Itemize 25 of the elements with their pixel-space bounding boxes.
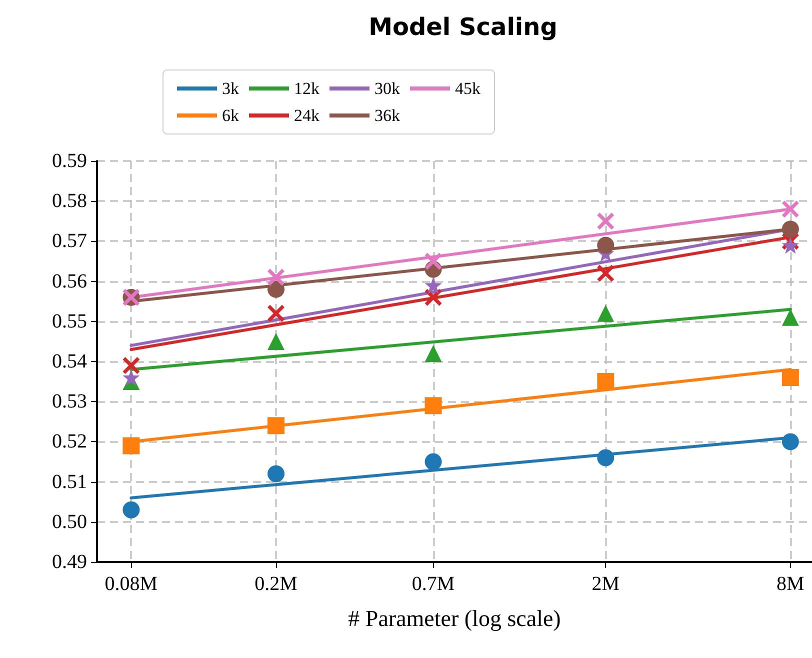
legend-label: 36k — [374, 106, 400, 125]
y-tick-label: 0.52 — [52, 430, 87, 453]
y-tick-label: 0.57 — [52, 230, 87, 252]
y-tick-label: 0.59 — [52, 150, 87, 172]
y-tick-label: 0.54 — [52, 350, 87, 372]
y-tick-label: 0.58 — [52, 190, 87, 212]
x-tick-label: 0.08M — [104, 573, 158, 595]
legend-label: 30k — [374, 79, 400, 98]
x-tick-label: 8M — [776, 573, 805, 595]
x-tick-label: 2M — [592, 573, 620, 595]
legend-label: 24k — [294, 106, 320, 125]
y-tick-label: 0.53 — [52, 390, 87, 413]
legend-label: 3k — [222, 79, 240, 98]
x-tick-label: 0.2M — [254, 573, 298, 595]
y-tick-label: 0.50 — [52, 510, 87, 533]
y-tick-label: 0.56 — [52, 270, 87, 292]
legend-label: 45k — [455, 79, 481, 98]
x-axis-title: # Parameter (log scale) — [348, 606, 561, 631]
x-tick-label: 0.7M — [412, 573, 455, 595]
y-tick-label: 0.55 — [52, 310, 87, 332]
legend-label: 6k — [222, 106, 240, 125]
chart-title: Model Scaling — [368, 13, 558, 41]
y-tick-label: 0.49 — [52, 551, 87, 573]
legend-label: 12k — [294, 79, 320, 98]
y-tick-label: 0.51 — [52, 470, 87, 493]
